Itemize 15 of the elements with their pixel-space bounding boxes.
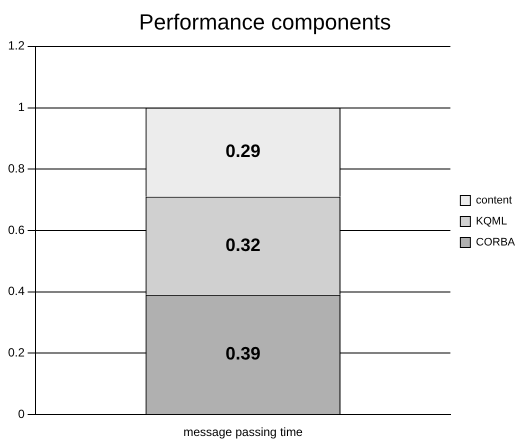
data-label: 0.29 (226, 141, 261, 162)
y-tick-label: 0.8 (8, 161, 25, 176)
x-tick-label: message passing time (183, 425, 304, 440)
y-tick-label: 1 (18, 100, 25, 114)
y-tick-label: 0.6 (8, 222, 25, 237)
y-tick-label: 0.4 (8, 284, 25, 298)
legend-label: content (476, 194, 512, 207)
chart-title: Performance components (139, 9, 391, 34)
legend-label: KQML (476, 216, 508, 228)
data-label: 0.32 (226, 234, 261, 255)
y-tick-label: 0.2 (8, 346, 25, 360)
data-label: 0.39 (226, 343, 261, 364)
y-tick-label: 0 (18, 406, 25, 421)
y-tick-label: 1.2 (8, 38, 25, 53)
legend-label: CORBA (476, 236, 516, 249)
